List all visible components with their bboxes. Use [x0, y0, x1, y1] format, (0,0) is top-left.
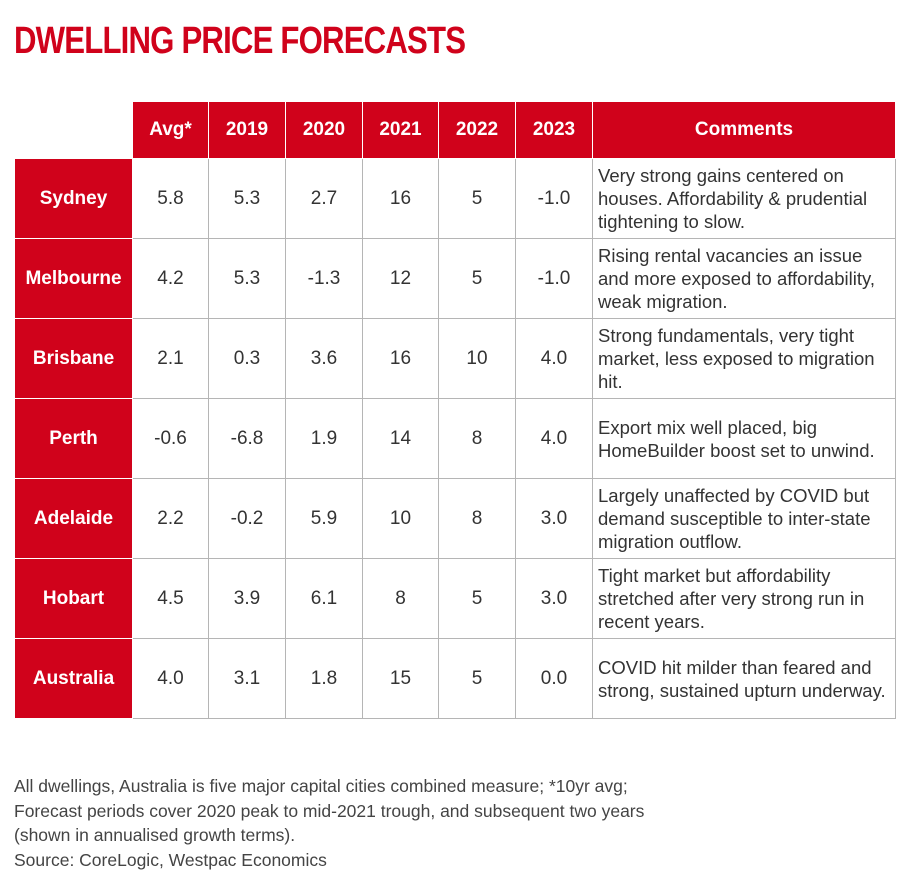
table-cell: 0.3 — [208, 318, 286, 399]
footnote-line: Forecast periods cover 2020 peak to mid-… — [14, 800, 645, 821]
table-cell: 5 — [438, 158, 516, 239]
comment-cell: COVID hit milder than feared and strong,… — [592, 638, 896, 719]
table-cell: 5.8 — [132, 158, 209, 239]
table-cell: 5 — [438, 638, 516, 719]
city-label: Melbourne — [14, 238, 133, 319]
city-label: Hobart — [14, 558, 133, 639]
table-cell: 5 — [438, 558, 516, 639]
column-header: Comments — [592, 101, 896, 159]
table-cell: 4.5 — [132, 558, 209, 639]
table-cell: 8 — [438, 398, 516, 479]
city-label: Brisbane — [14, 318, 133, 399]
comment-cell: Tight market but affordability stretched… — [592, 558, 896, 639]
table-cell: 4.0 — [515, 398, 593, 479]
table-cell: 14 — [362, 398, 439, 479]
table-cell: 8 — [438, 478, 516, 559]
column-header: 2019 — [208, 101, 286, 159]
table-cell: 5.3 — [208, 238, 286, 319]
comment-cell: Very strong gains centered on houses. Af… — [592, 158, 896, 239]
city-label: Australia — [14, 638, 133, 719]
table-cell: 4.0 — [515, 318, 593, 399]
table-row: Brisbane 2.1 0.3 3.6 16 10 4.0 Strong fu… — [14, 318, 896, 399]
table-cell: 12 — [362, 238, 439, 319]
table-row: Adelaide 2.2 -0.2 5.9 10 8 3.0 Largely u… — [14, 478, 896, 559]
header-corner — [14, 101, 133, 159]
table-row: Sydney 5.8 5.3 2.7 16 5 -1.0 Very strong… — [14, 158, 896, 239]
table-cell: 3.6 — [285, 318, 363, 399]
source-line: Source: CoreLogic, Westpac Economics — [14, 849, 327, 870]
table-row: Australia 4.0 3.1 1.8 15 5 0.0 COVID hit… — [14, 638, 896, 719]
table-cell: 3.0 — [515, 478, 593, 559]
table-cell: 0.0 — [515, 638, 593, 719]
footnote-line: (shown in annualised growth terms). — [14, 825, 296, 845]
table-cell: 5.9 — [285, 478, 363, 559]
table-cell: 10 — [438, 318, 516, 399]
table-cell: 5.3 — [208, 158, 286, 239]
table-cell: 2.2 — [132, 478, 209, 559]
table-cell: -1.0 — [515, 158, 593, 239]
table-cell: 16 — [362, 158, 439, 239]
column-header: 2023 — [515, 101, 593, 159]
table-cell: 1.8 — [285, 638, 363, 719]
table-cell: 6.1 — [285, 558, 363, 639]
table-cell: -1.3 — [285, 238, 363, 319]
table-cell: 16 — [362, 318, 439, 399]
city-label: Sydney — [14, 158, 133, 239]
table-cell: 3.9 — [208, 558, 286, 639]
footnote-line: All dwellings, Australia is five major c… — [14, 776, 628, 796]
page-title: DWELLING PRICE FORECASTS — [14, 20, 466, 62]
table-header-row: Avg* 2019 2020 2021 2022 2023 Comments — [14, 101, 896, 159]
comment-cell: Export mix well placed, big HomeBuilder … — [592, 398, 896, 479]
table-cell: -6.8 — [208, 398, 286, 479]
table-cell: 15 — [362, 638, 439, 719]
comment-cell: Rising rental vacancies an issue and mor… — [592, 238, 896, 319]
table-cell: 8 — [362, 558, 439, 639]
table-cell: 3.1 — [208, 638, 286, 719]
table-cell: -1.0 — [515, 238, 593, 319]
table-row: Hobart 4.5 3.9 6.1 8 5 3.0 Tight market … — [14, 558, 896, 639]
table-cell: -0.6 — [132, 398, 209, 479]
column-header: 2021 — [362, 101, 439, 159]
table-cell: -0.2 — [208, 478, 286, 559]
column-header: 2022 — [438, 101, 516, 159]
table-cell: 2.1 — [132, 318, 209, 399]
table-cell: 1.9 — [285, 398, 363, 479]
column-header: 2020 — [285, 101, 363, 159]
table-cell: 5 — [438, 238, 516, 319]
table-cell: 2.7 — [285, 158, 363, 239]
comment-cell: Strong fundamentals, very tight market, … — [592, 318, 896, 399]
table-row: Melbourne 4.2 5.3 -1.3 12 5 -1.0 Rising … — [14, 238, 896, 319]
city-label: Adelaide — [14, 478, 133, 559]
footnote: All dwellings, Australia is five major c… — [14, 774, 894, 872]
forecast-table: Avg* 2019 2020 2021 2022 2023 Comments S… — [14, 101, 896, 719]
column-header: Avg* — [132, 101, 209, 159]
comment-cell: Largely unaffected by COVID but demand s… — [592, 478, 896, 559]
table-row: Perth -0.6 -6.8 1.9 14 8 4.0 Export mix … — [14, 398, 896, 479]
table-cell: 4.0 — [132, 638, 209, 719]
table-cell: 10 — [362, 478, 439, 559]
table-cell: 3.0 — [515, 558, 593, 639]
table-cell: 4.2 — [132, 238, 209, 319]
city-label: Perth — [14, 398, 133, 479]
